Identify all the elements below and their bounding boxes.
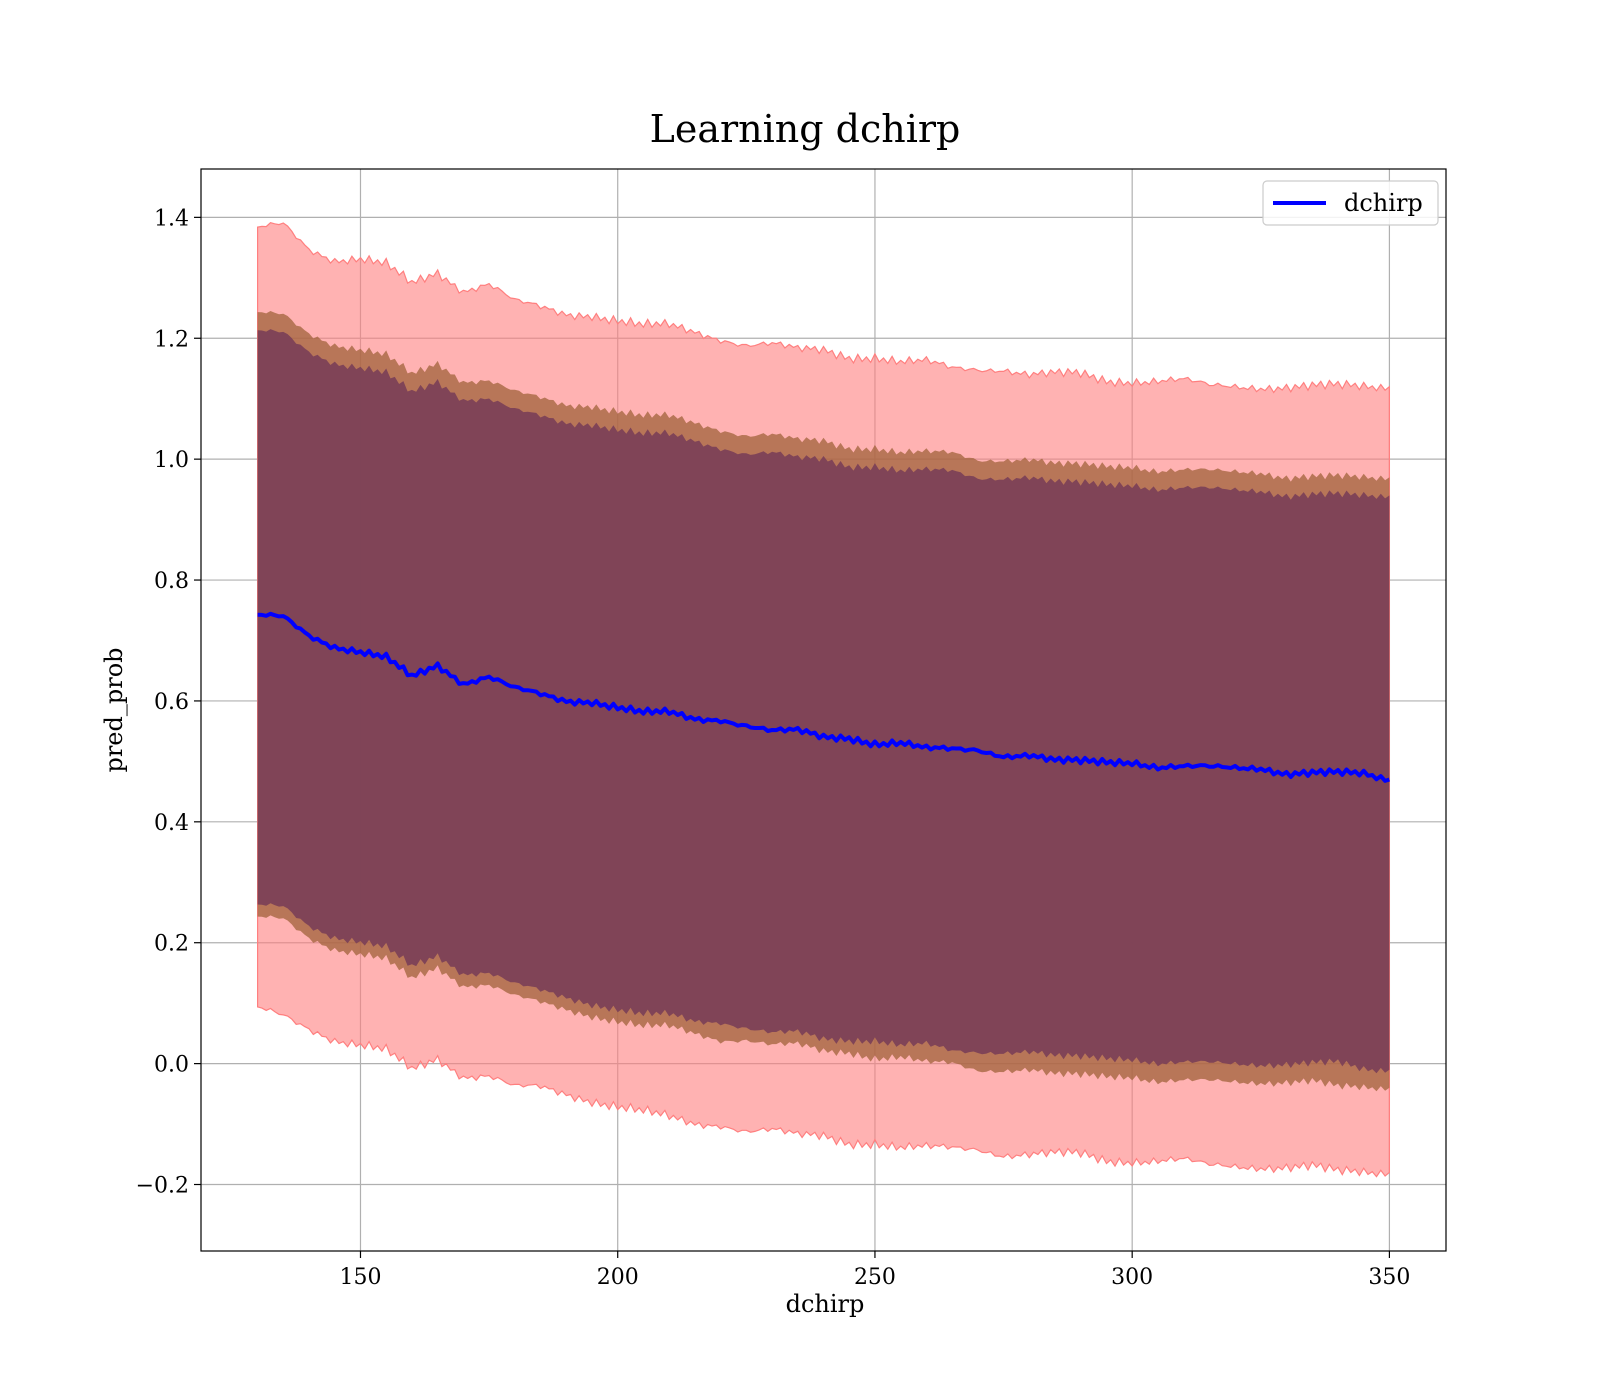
plot-border	[200, 168, 1447, 1252]
y-tick-label-0.2: 0.2	[154, 932, 189, 957]
y-tick-label-0: 0.0	[154, 1053, 189, 1078]
y-tick-label-1.2: 1.2	[154, 327, 189, 352]
legend-box	[1262, 180, 1439, 226]
chart-title: Learning dchirp	[650, 107, 961, 151]
y-tick-label-1.4: 1.4	[154, 206, 189, 231]
series-lines	[257, 611, 1391, 783]
legend: dchirp	[1262, 180, 1439, 226]
x-tick-label-250: 250	[854, 1265, 896, 1290]
legend-entry-dchirp: dchirp	[1344, 189, 1423, 217]
x-axis-label: dchirp	[786, 1290, 865, 1318]
confidence-bands	[257, 222, 1390, 1178]
x-tick-label-300: 300	[1111, 1265, 1153, 1290]
y-tick-label-0.4: 0.4	[154, 811, 189, 836]
x-axis: 150 200 250 300 350	[339, 1251, 1410, 1290]
x-tick-label-200: 200	[597, 1265, 639, 1290]
y-tick-label-0.6: 0.6	[154, 690, 189, 715]
y-axis-label: pred_prob	[100, 647, 128, 772]
plot-frame	[200, 168, 1447, 1252]
y-tick-label--0.2: −0.2	[136, 1174, 189, 1199]
y-axis: −0.2 0.0 0.2 0.4 0.6 0.8 1.0 1.2 1.4	[136, 206, 201, 1199]
line-dchirp	[257, 611, 1391, 783]
x-tick-label-350: 350	[1368, 1265, 1410, 1290]
x-tick-label-150: 150	[339, 1265, 381, 1290]
inner-band	[257, 329, 1390, 1074]
y-tick-label-1: 1.0	[154, 448, 189, 473]
y-tick-label-0.8: 0.8	[154, 569, 189, 594]
